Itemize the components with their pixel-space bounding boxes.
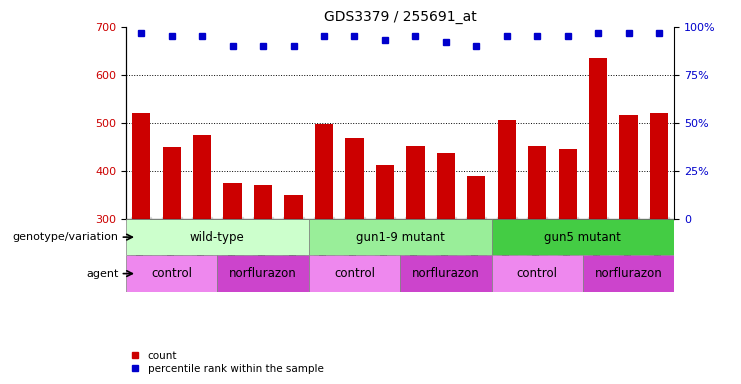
Text: norflurazon: norflurazon bbox=[412, 267, 479, 280]
Text: gun5 mutant: gun5 mutant bbox=[545, 231, 622, 243]
Bar bbox=[193, 135, 211, 219]
Bar bbox=[309, 255, 400, 292]
Text: genotype/variation: genotype/variation bbox=[13, 232, 119, 242]
Legend: count, percentile rank within the sample: count, percentile rank within the sample bbox=[131, 351, 324, 374]
Bar bbox=[528, 146, 546, 219]
Text: agent: agent bbox=[86, 268, 119, 279]
Text: gun1-9 mutant: gun1-9 mutant bbox=[356, 231, 445, 243]
Text: control: control bbox=[516, 267, 558, 280]
Bar bbox=[315, 124, 333, 219]
Bar bbox=[132, 113, 150, 219]
Bar bbox=[217, 255, 309, 292]
Bar bbox=[467, 176, 485, 219]
Bar bbox=[309, 219, 491, 255]
Text: norflurazon: norflurazon bbox=[229, 267, 297, 280]
Bar bbox=[285, 195, 302, 219]
Bar bbox=[345, 138, 364, 219]
Text: norflurazon: norflurazon bbox=[595, 267, 662, 280]
Bar bbox=[491, 219, 674, 255]
Bar bbox=[436, 152, 455, 219]
Bar bbox=[162, 147, 181, 219]
Text: wild-type: wild-type bbox=[190, 231, 245, 243]
Text: control: control bbox=[334, 267, 375, 280]
Bar bbox=[650, 113, 668, 219]
Bar bbox=[376, 165, 394, 219]
Bar bbox=[126, 255, 217, 292]
Title: GDS3379 / 255691_at: GDS3379 / 255691_at bbox=[324, 10, 476, 25]
Bar bbox=[254, 185, 272, 219]
Bar bbox=[589, 58, 608, 219]
Bar bbox=[498, 121, 516, 219]
Bar bbox=[406, 146, 425, 219]
Bar bbox=[491, 255, 583, 292]
Bar bbox=[583, 255, 674, 292]
Bar bbox=[400, 255, 491, 292]
Bar bbox=[126, 219, 309, 255]
Bar bbox=[559, 149, 576, 219]
Text: control: control bbox=[151, 267, 192, 280]
Bar bbox=[224, 183, 242, 219]
Bar bbox=[619, 115, 638, 219]
